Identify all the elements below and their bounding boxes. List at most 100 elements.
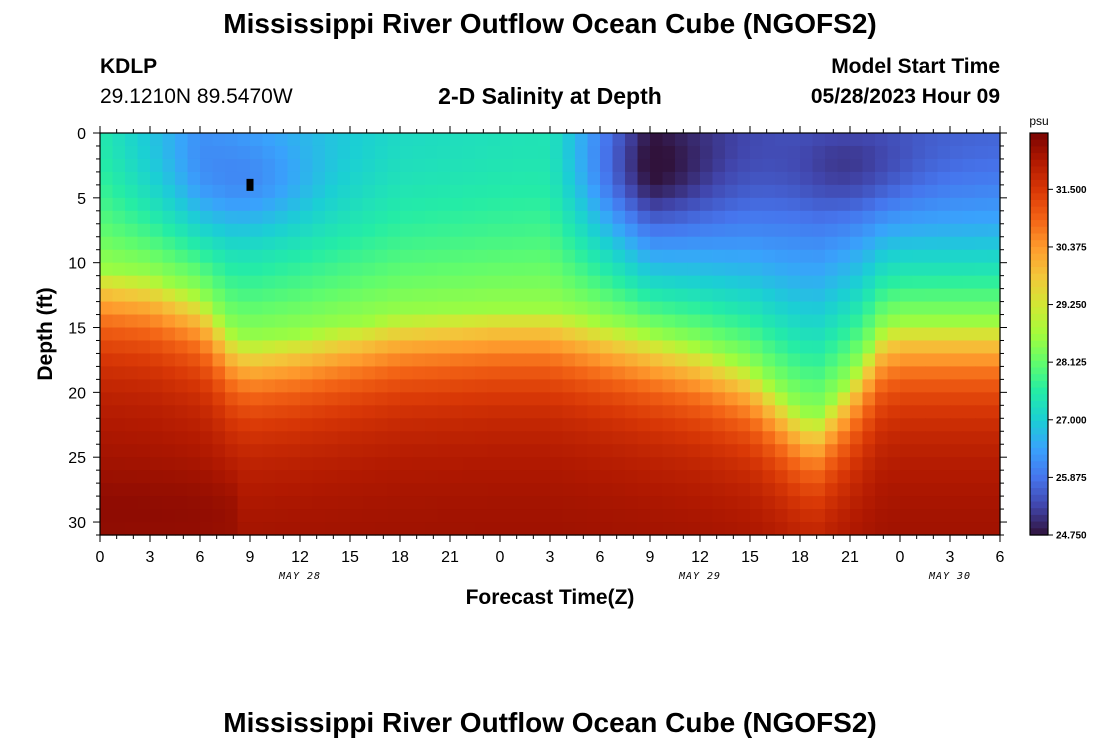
heatmap-cell [112, 496, 126, 510]
heatmap-cell [175, 314, 189, 329]
heatmap-cell [162, 210, 176, 225]
heatmap-cell [587, 522, 601, 536]
heatmap-cell [212, 262, 226, 277]
heatmap-cell [837, 470, 851, 484]
heatmap-cell [550, 171, 564, 186]
heatmap-cell [750, 236, 764, 251]
heatmap-cell [900, 379, 914, 393]
heatmap-cell [687, 314, 701, 329]
heatmap-cell [762, 288, 776, 303]
heatmap-cell [137, 262, 151, 277]
heatmap-cell [487, 431, 501, 445]
heatmap-cell [850, 392, 864, 406]
heatmap-cell [925, 483, 939, 497]
heatmap-cell [787, 145, 801, 160]
heatmap-cell [125, 197, 139, 212]
heatmap-cell [150, 223, 164, 238]
heatmap-cell [837, 522, 851, 536]
heatmap-cell [600, 314, 614, 329]
heatmap-cell [775, 171, 789, 186]
heatmap-cell [125, 509, 139, 523]
heatmap-cell [125, 379, 139, 393]
heatmap-cell [537, 353, 551, 368]
heatmap-cell [537, 431, 551, 445]
heatmap-cell [512, 223, 526, 238]
heatmap-cell [412, 133, 426, 147]
heatmap-cell [550, 457, 564, 471]
heatmap-cell [975, 197, 989, 212]
heatmap-cell [562, 444, 576, 458]
heatmap-cell [250, 301, 264, 316]
colorbar-segment [1030, 387, 1048, 395]
heatmap-cell [250, 509, 264, 523]
heatmap-cell [750, 262, 764, 277]
heatmap-cell [450, 470, 464, 484]
heatmap-cell [675, 301, 689, 316]
heatmap-cell [425, 366, 439, 380]
heatmap-cell [212, 184, 226, 199]
heatmap-cell [250, 418, 264, 432]
heatmap-cell [500, 210, 514, 225]
heatmap-cell [212, 379, 226, 393]
heatmap-cell [212, 392, 226, 406]
heatmap-cell [275, 145, 289, 160]
heatmap-cell [362, 262, 376, 277]
heatmap-cell [825, 470, 839, 484]
heatmap-cell [687, 236, 701, 251]
heatmap-cell [650, 158, 664, 173]
heatmap-cell [650, 171, 664, 186]
heatmap-cell [275, 262, 289, 277]
heatmap-cell [500, 392, 514, 406]
heatmap-cell [850, 340, 864, 355]
heatmap-cell [550, 431, 564, 445]
heatmap-cell [200, 353, 214, 368]
heatmap-cell [687, 301, 701, 316]
heatmap-cell [362, 470, 376, 484]
heatmap-cell [925, 327, 939, 342]
heatmap-cell [612, 483, 626, 497]
heatmap-cell [887, 496, 901, 510]
heatmap-cell [437, 249, 451, 264]
heatmap-cell [562, 171, 576, 186]
heatmap-cell [987, 133, 1001, 147]
heatmap-cell [100, 379, 114, 393]
heatmap-cell [150, 197, 164, 212]
heatmap-cell [925, 457, 939, 471]
heatmap-cell [662, 249, 676, 264]
colorbar-tick-label: 27.000 [1056, 415, 1087, 426]
heatmap-cell [800, 197, 814, 212]
heatmap-cell [862, 509, 876, 523]
heatmap-cell [812, 392, 826, 406]
heatmap-cell [462, 133, 476, 147]
heatmap-cell [800, 236, 814, 251]
heatmap-cell [600, 236, 614, 251]
heatmap-cell [337, 314, 351, 329]
heatmap-cell [800, 353, 814, 368]
heatmap-cell [325, 457, 339, 471]
heatmap-cell [987, 249, 1001, 264]
heatmap-cell [687, 522, 701, 536]
heatmap-cell [912, 366, 926, 380]
heatmap-cell [975, 158, 989, 173]
heatmap-cell [525, 405, 539, 419]
heatmap-cell [412, 418, 426, 432]
heatmap-cell [962, 133, 976, 147]
heatmap-cell [200, 340, 214, 355]
heatmap-cell [637, 496, 651, 510]
heatmap-cell [412, 249, 426, 264]
heatmap-cell [287, 133, 301, 147]
heatmap-cell [412, 158, 426, 173]
heatmap-cell [550, 509, 564, 523]
heatmap-cell [250, 262, 264, 277]
heatmap-cell [162, 392, 176, 406]
heatmap-cell [375, 158, 389, 173]
heatmap-cell [825, 236, 839, 251]
heatmap-cell [837, 184, 851, 199]
heatmap-cell [937, 431, 951, 445]
heatmap-cell [950, 158, 964, 173]
heatmap-cell [200, 522, 214, 536]
heatmap-cell [850, 288, 864, 303]
heatmap-cell [562, 509, 576, 523]
heatmap-cell [812, 327, 826, 342]
heatmap-cell [875, 197, 889, 212]
